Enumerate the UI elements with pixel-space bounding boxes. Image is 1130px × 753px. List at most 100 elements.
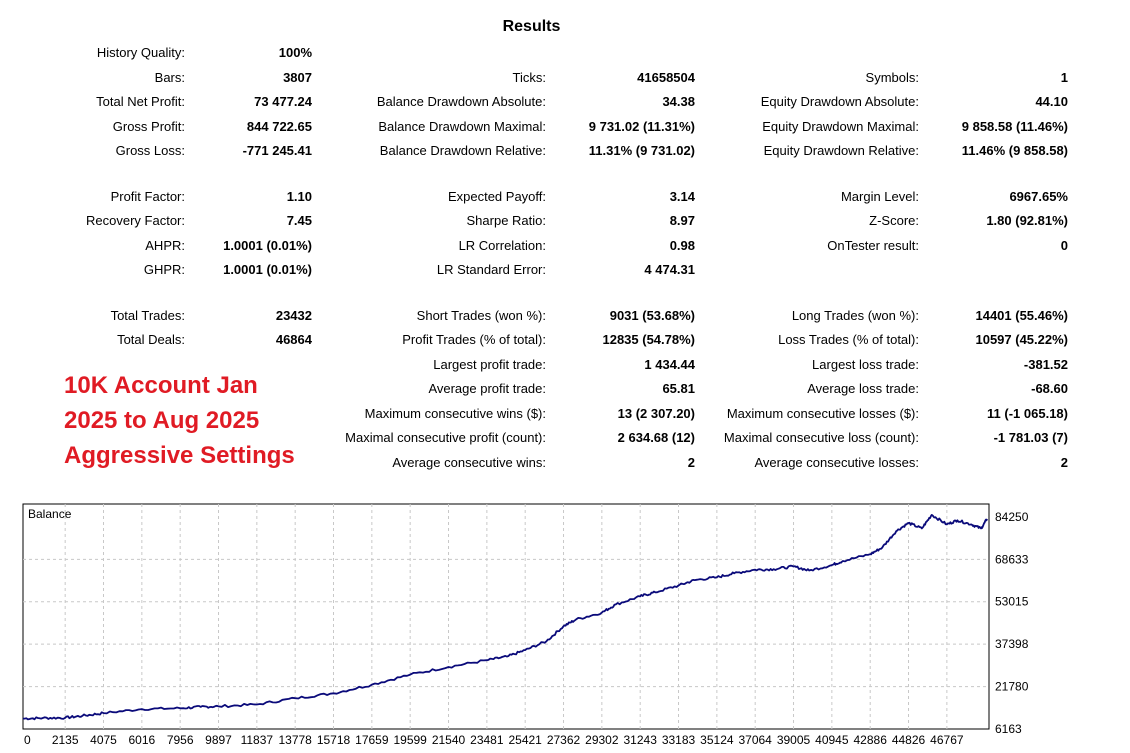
stat-label: Average consecutive losses: bbox=[754, 455, 919, 470]
stat-label: Largest profit trade: bbox=[433, 357, 546, 372]
stat-value: 11.46% (9 858.58) bbox=[961, 143, 1068, 158]
stat-label: LR Standard Error: bbox=[436, 262, 546, 277]
balance-line bbox=[23, 514, 988, 721]
stat-value: 100% bbox=[278, 45, 312, 60]
stat-label: GHPR: bbox=[143, 262, 185, 277]
overlay-line: 10K Account Jan bbox=[64, 372, 258, 399]
stat-value: 2 bbox=[1060, 455, 1068, 470]
stat-value: 1.0001 (0.01%) bbox=[223, 238, 312, 253]
x-tick-label: 15718 bbox=[317, 733, 351, 747]
stat-value: 1.80 (92.81%) bbox=[986, 213, 1068, 228]
stat-label: Maximum consecutive wins ($): bbox=[364, 406, 546, 421]
stat-label: Total Net Profit: bbox=[96, 94, 185, 109]
stat-label: Largest loss trade: bbox=[812, 357, 919, 372]
stat-label: LR Correlation: bbox=[458, 238, 546, 253]
x-tick-label: 27362 bbox=[547, 733, 581, 747]
stat-value: 7.45 bbox=[286, 213, 312, 228]
stat-label: Symbols: bbox=[865, 70, 919, 85]
stat-value: 844 722.65 bbox=[246, 119, 312, 134]
stat-label: Sharpe Ratio: bbox=[466, 213, 547, 228]
stat-value: 10597 (45.22%) bbox=[975, 332, 1068, 347]
x-tick-label: 2135 bbox=[52, 733, 79, 747]
y-tick-label: 68633 bbox=[995, 552, 1029, 566]
stat-value: 65.81 bbox=[662, 381, 695, 396]
stat-label: Expected Payoff: bbox=[447, 189, 546, 204]
x-tick-label: 17659 bbox=[355, 733, 389, 747]
plot-frame bbox=[22, 503, 990, 730]
stat-value: 4 474.31 bbox=[644, 262, 695, 277]
balance-chart: Balance 0 2135 4075 6016 7956 9897 11837 13778 1… bbox=[22, 503, 1029, 747]
x-tick-label: 37064 bbox=[738, 733, 772, 747]
y-tick-label: 21780 bbox=[995, 680, 1029, 694]
stat-label: Profit Trades (% of total): bbox=[402, 332, 546, 347]
stat-label: Bars: bbox=[154, 70, 185, 85]
stat-value: -1 781.03 (7) bbox=[993, 430, 1068, 445]
stat-label: Long Trades (won %): bbox=[791, 308, 919, 323]
stat-label: Z-Score: bbox=[869, 213, 919, 228]
x-tick-label: 11837 bbox=[241, 733, 274, 747]
x-tick-label: 44826 bbox=[892, 733, 926, 747]
x-tick-label: 29302 bbox=[585, 733, 619, 747]
x-tick-label: 0 bbox=[24, 733, 31, 747]
stat-label: Total Deals: bbox=[117, 332, 185, 347]
stat-value: 3.14 bbox=[669, 189, 695, 204]
x-axis-ticks: 0 2135 4075 6016 7956 9897 11837 13778 15718 1765… bbox=[24, 733, 964, 747]
stat-label: Equity Drawdown Maximal: bbox=[762, 119, 919, 134]
stat-label: Recovery Factor: bbox=[86, 213, 185, 228]
x-tick-label: 13778 bbox=[278, 733, 312, 747]
x-tick-label: 35124 bbox=[700, 733, 734, 747]
stat-value: 13 (2 307.20) bbox=[617, 406, 695, 421]
stat-label: Equity Drawdown Relative: bbox=[763, 143, 919, 158]
stat-label: Maximal consecutive profit (count): bbox=[345, 430, 546, 445]
stat-label: Balance Drawdown Absolute: bbox=[376, 94, 546, 109]
stat-value: 9 858.58 (11.46%) bbox=[961, 119, 1068, 134]
stat-value: 41658504 bbox=[637, 70, 695, 85]
x-tick-label: 19599 bbox=[393, 733, 427, 747]
stat-value: 9031 (53.68%) bbox=[609, 308, 695, 323]
stat-value: 1.0001 (0.01%) bbox=[223, 262, 312, 277]
stat-label: Short Trades (won %): bbox=[416, 308, 546, 323]
stat-value: 9 731.02 (11.31%) bbox=[588, 119, 695, 134]
stat-value: 11.31% (9 731.02) bbox=[588, 143, 695, 158]
stat-label: Ticks: bbox=[512, 70, 546, 85]
x-tick-label: 6016 bbox=[128, 733, 155, 747]
stat-value: 34.38 bbox=[662, 94, 695, 109]
stat-value: -68.60 bbox=[1031, 381, 1068, 396]
stat-label: History Quality: bbox=[96, 45, 185, 60]
overlay-line: 2025 to Aug 2025 bbox=[64, 407, 260, 434]
x-tick-label: 33183 bbox=[662, 733, 696, 747]
x-tick-label: 9897 bbox=[205, 733, 232, 747]
overlay-caption: 10K Account Jan 2025 to Aug 2025 Aggress… bbox=[64, 368, 295, 473]
stat-label: Gross Profit: bbox=[112, 119, 185, 134]
grid-lines bbox=[23, 504, 989, 729]
stat-value: 14401 (55.46%) bbox=[975, 308, 1068, 323]
stat-label: Average profit trade: bbox=[428, 381, 546, 396]
stat-label: Average consecutive wins: bbox=[392, 455, 546, 470]
stat-label: AHPR: bbox=[145, 238, 185, 253]
stat-label: Maximal consecutive loss (count): bbox=[723, 430, 919, 445]
stat-label: Balance Drawdown Maximal: bbox=[378, 119, 546, 134]
y-tick-label: 6163 bbox=[995, 722, 1022, 736]
x-tick-label: 42886 bbox=[854, 733, 888, 747]
stat-label: OnTester result: bbox=[827, 238, 919, 253]
stat-label: Gross Loss: bbox=[115, 143, 185, 158]
stat-value: 8.97 bbox=[669, 213, 695, 228]
x-tick-label: 25421 bbox=[508, 733, 542, 747]
x-tick-label: 21540 bbox=[432, 733, 466, 747]
stat-label: Loss Trades (% of total): bbox=[778, 332, 919, 347]
stat-value: 44.10 bbox=[1035, 94, 1068, 109]
stat-label: Profit Factor: bbox=[110, 189, 185, 204]
stat-label: Maximum consecutive losses ($): bbox=[726, 406, 919, 421]
stat-label: Balance Drawdown Relative: bbox=[379, 143, 546, 158]
x-tick-label: 31243 bbox=[624, 733, 658, 747]
stat-value: 1.10 bbox=[286, 189, 312, 204]
stat-value: 23432 bbox=[275, 308, 312, 323]
stat-value: 73 477.24 bbox=[254, 94, 312, 109]
stat-value: 2 bbox=[687, 455, 695, 470]
chart-title: Balance bbox=[28, 507, 72, 521]
stat-value: 0 bbox=[1060, 238, 1068, 253]
overlay-line: Aggressive Settings bbox=[64, 442, 295, 469]
stat-value: 6967.65% bbox=[1009, 189, 1068, 204]
x-tick-label: 39005 bbox=[777, 733, 811, 747]
y-tick-label: 37398 bbox=[995, 637, 1029, 651]
